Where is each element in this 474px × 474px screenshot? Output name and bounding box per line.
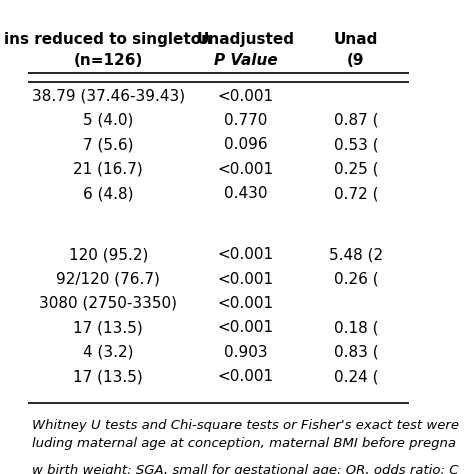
- Text: 120 (95.2): 120 (95.2): [69, 247, 148, 262]
- Text: 0.24 (: 0.24 (: [334, 369, 378, 384]
- Text: <0.001: <0.001: [218, 247, 273, 262]
- Text: 0.096: 0.096: [224, 137, 267, 152]
- Text: <0.001: <0.001: [218, 369, 273, 384]
- Text: 0.72 (: 0.72 (: [334, 186, 378, 201]
- Text: (9: (9: [347, 53, 365, 68]
- Text: <0.001: <0.001: [218, 89, 273, 103]
- Text: 38.79 (37.46-39.43): 38.79 (37.46-39.43): [32, 89, 185, 103]
- Text: 4 (3.2): 4 (3.2): [83, 345, 134, 360]
- Text: 92/120 (76.7): 92/120 (76.7): [56, 272, 160, 287]
- Text: luding maternal age at conception, maternal BMI before pregna: luding maternal age at conception, mater…: [32, 437, 456, 450]
- Text: 0.25 (: 0.25 (: [334, 162, 378, 177]
- Text: 5 (4.0): 5 (4.0): [83, 113, 134, 128]
- Text: 0.53 (: 0.53 (: [334, 137, 378, 152]
- Text: P Value: P Value: [214, 53, 277, 68]
- Text: <0.001: <0.001: [218, 272, 273, 287]
- Text: 5.48 (2: 5.48 (2: [329, 247, 383, 262]
- Text: <0.001: <0.001: [218, 162, 273, 177]
- Text: 0.83 (: 0.83 (: [334, 345, 378, 360]
- Text: 0.770: 0.770: [224, 113, 267, 128]
- Text: 0.18 (: 0.18 (: [334, 320, 378, 336]
- Text: 17 (13.5): 17 (13.5): [73, 369, 143, 384]
- Text: (n=126): (n=126): [73, 53, 143, 68]
- Text: ins reduced to singleton: ins reduced to singleton: [4, 32, 212, 47]
- Text: w birth weight; SGA, small for gestational age; OR, odds ratio; C: w birth weight; SGA, small for gestation…: [32, 464, 458, 474]
- Text: 17 (13.5): 17 (13.5): [73, 320, 143, 336]
- Text: 3080 (2750-3350): 3080 (2750-3350): [39, 296, 177, 311]
- Text: <0.001: <0.001: [218, 296, 273, 311]
- Text: Unadjusted: Unadjusted: [196, 32, 294, 47]
- Text: 0.26 (: 0.26 (: [334, 272, 378, 287]
- Text: 7 (5.6): 7 (5.6): [83, 137, 134, 152]
- Text: Unad: Unad: [334, 32, 378, 47]
- Text: <0.001: <0.001: [218, 320, 273, 336]
- Text: 6 (4.8): 6 (4.8): [83, 186, 134, 201]
- Text: 0.430: 0.430: [224, 186, 267, 201]
- Text: Whitney U tests and Chi-square tests or Fisher's exact test were: Whitney U tests and Chi-square tests or …: [32, 419, 459, 432]
- Text: 0.87 (: 0.87 (: [334, 113, 378, 128]
- Text: 0.903: 0.903: [224, 345, 267, 360]
- Text: 21 (16.7): 21 (16.7): [73, 162, 143, 177]
